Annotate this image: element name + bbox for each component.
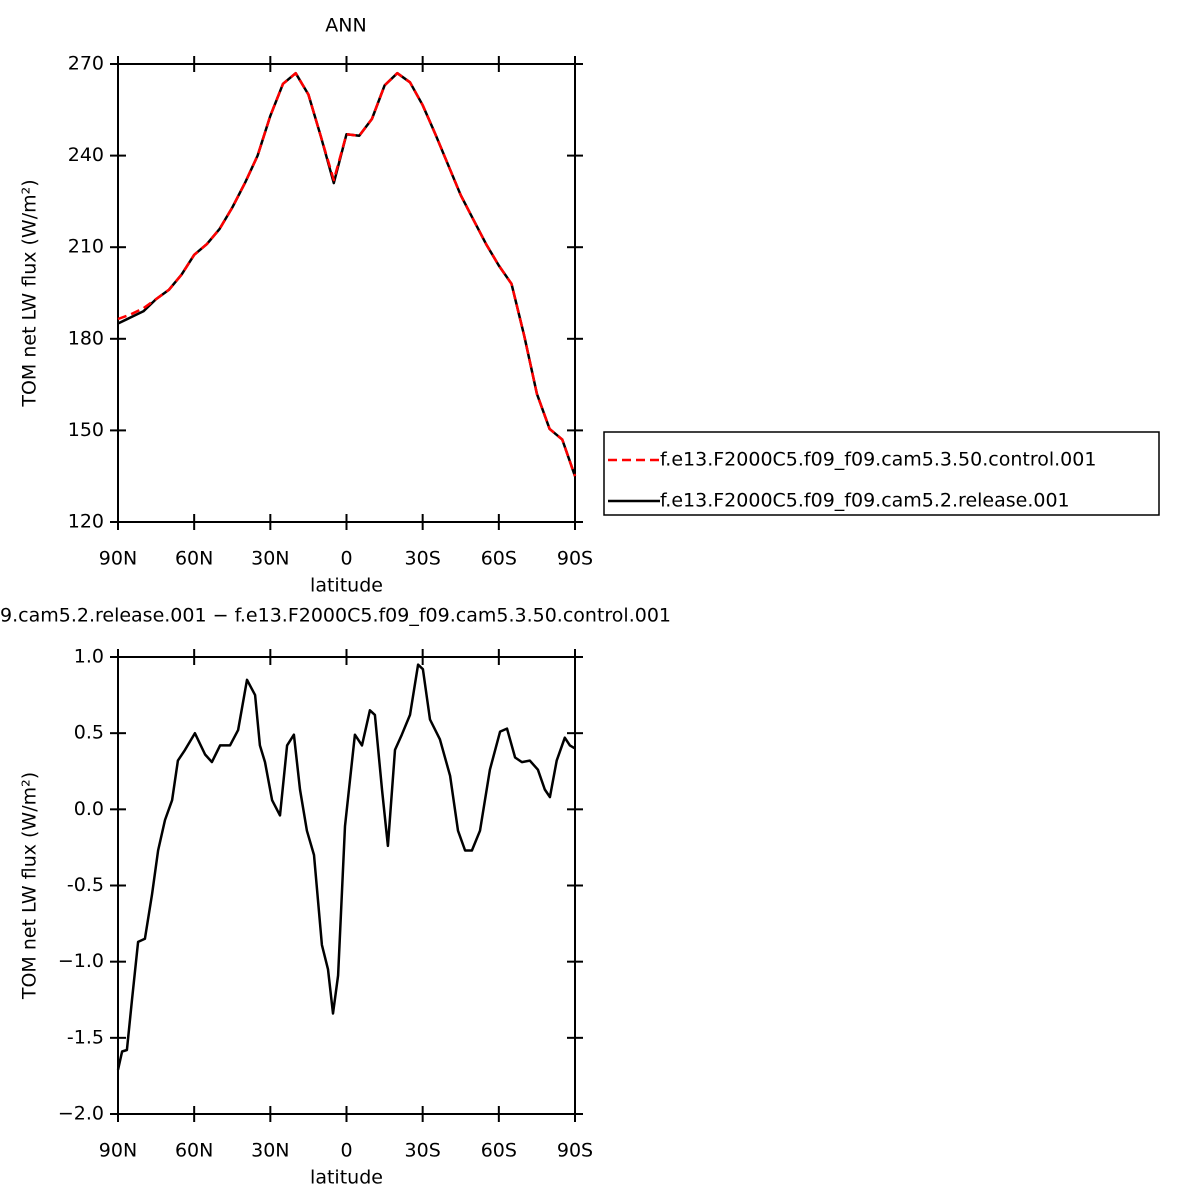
x-tick-label: 90S: [557, 1140, 593, 1162]
y-tick-label: -0.5: [67, 874, 104, 896]
chart-title: ANN: [325, 15, 366, 37]
legend-label: f.e13.F2000C5.f09_f09.cam5.2.release.001: [660, 490, 1070, 512]
y-axis-label: TOM net LW flux (W/m²): [19, 772, 41, 1000]
x-tick-label: 30N: [251, 548, 289, 570]
x-tick-label: 90N: [99, 548, 137, 570]
y-tick-label: -1.5: [67, 1026, 104, 1048]
y-tick-label: −2.0: [58, 1103, 104, 1125]
y-axis-label: TOM net LW flux (W/m²): [19, 179, 41, 407]
y-tick-label: 210: [68, 236, 104, 258]
data-line: [117, 71, 577, 477]
x-tick-label: 90S: [557, 548, 593, 570]
x-tick-label: 60N: [175, 1140, 213, 1162]
y-tick-label: 150: [68, 419, 104, 441]
x-tick-label: 0: [340, 1140, 352, 1162]
plot-frame: [117, 63, 576, 523]
x-tick-label: 0: [340, 548, 352, 570]
x-tick-label: 30S: [405, 1140, 441, 1162]
x-tick-label: 60N: [175, 548, 213, 570]
y-tick-label: 180: [68, 327, 104, 349]
x-tick-label: 90N: [99, 1140, 137, 1162]
legend-box: [603, 431, 1160, 516]
x-tick-label: 30N: [251, 1140, 289, 1162]
data-line: [117, 71, 577, 477]
y-tick-label: 1.0: [74, 646, 104, 668]
y-tick-label: −1.0: [58, 950, 104, 972]
chart-title: 9.cam5.2.release.001 − f.e13.F2000C5.f09…: [0, 605, 671, 627]
legend-label: f.e13.F2000C5.f09_f09.cam5.3.50.control.…: [660, 449, 1096, 471]
plot-frame: [117, 656, 576, 1115]
data-line: [116, 663, 576, 1071]
x-axis-label: latitude: [310, 1167, 383, 1189]
y-tick-label: 270: [68, 53, 104, 75]
y-tick-label: 0.5: [74, 722, 104, 744]
y-tick-label: 120: [68, 511, 104, 533]
x-tick-label: 60S: [481, 548, 517, 570]
x-axis-label: latitude: [310, 575, 383, 597]
x-tick-label: 30S: [405, 548, 441, 570]
y-tick-label: 0.0: [74, 798, 104, 820]
x-tick-label: 60S: [481, 1140, 517, 1162]
y-tick-label: 240: [68, 144, 104, 166]
